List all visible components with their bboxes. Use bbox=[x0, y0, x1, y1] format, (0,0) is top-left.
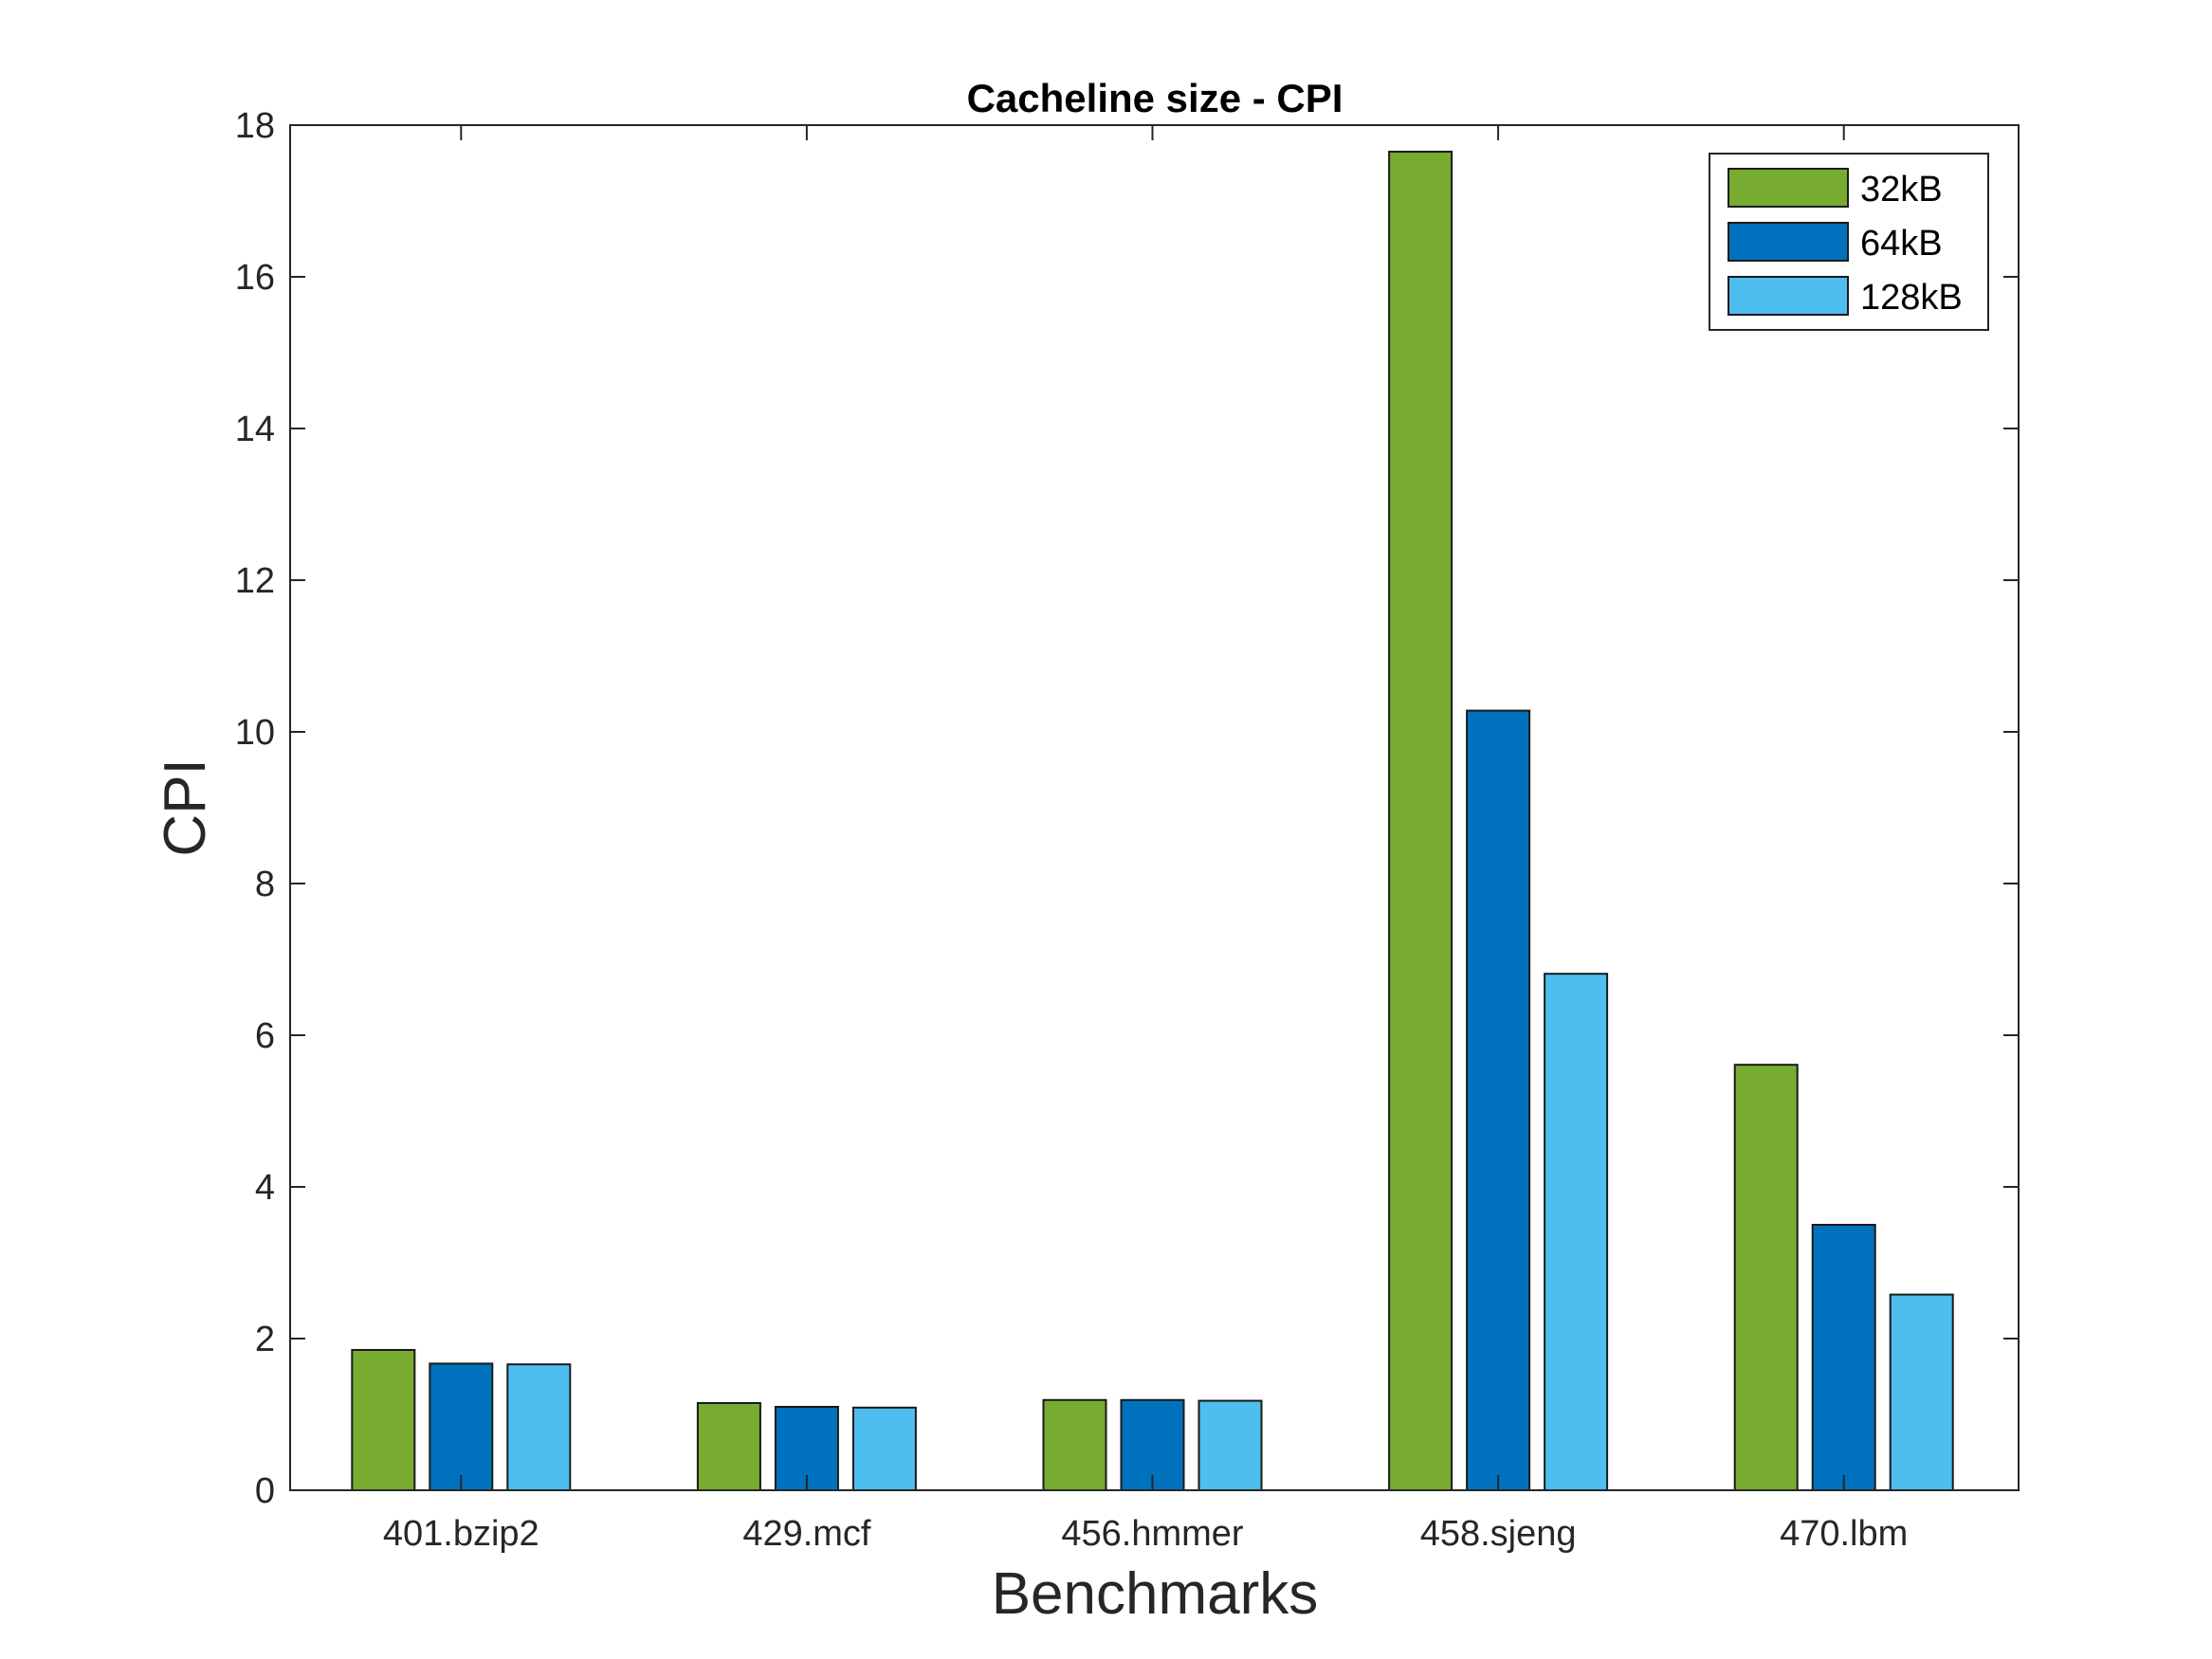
chart-title: Cacheline size - CPI bbox=[967, 76, 1344, 120]
plot-area-frame bbox=[289, 124, 2020, 1491]
x-tick-label: 470.lbm bbox=[1780, 1514, 1908, 1554]
legend: 32kB 64kB 128kB bbox=[1709, 153, 1989, 331]
y-tick-label: 14 bbox=[235, 410, 275, 449]
x-tick-label: 458.sjeng bbox=[1420, 1514, 1577, 1554]
x-axis-label: Benchmarks bbox=[992, 1561, 1319, 1627]
y-axis-label: CPI bbox=[153, 758, 218, 856]
x-axis-ticks: 401.bzip2 429.mcf 456.hmmer 458.sjeng 470.lb… bbox=[383, 125, 1908, 1554]
y-tick-label: 10 bbox=[235, 713, 275, 753]
legend-swatch-64kB bbox=[1728, 222, 1849, 262]
y-tick-label: 2 bbox=[255, 1320, 275, 1359]
y-tick-label: 8 bbox=[255, 865, 275, 904]
y-tick-label: 16 bbox=[235, 258, 275, 298]
y-axis-ticks: 0 2 4 6 8 10 12 14 16 18 bbox=[235, 106, 2019, 1511]
bar-32kB-401.bzip2 bbox=[351, 1349, 416, 1491]
bar-64kB-470.lbm bbox=[1811, 1224, 1876, 1491]
bar-64kB-458.sjeng bbox=[1466, 709, 1531, 1491]
x-tick-label: 429.mcf bbox=[742, 1514, 871, 1554]
y-tick-label: 0 bbox=[255, 1471, 275, 1511]
y-tick-label: 12 bbox=[235, 561, 275, 601]
bars-group bbox=[351, 151, 1954, 1492]
bar-128kB-458.sjeng bbox=[1544, 973, 1609, 1491]
legend-label-32kB: 32kB bbox=[1860, 170, 1943, 210]
bar-64kB-401.bzip2 bbox=[429, 1362, 494, 1492]
bar-32kB-470.lbm bbox=[1733, 1064, 1799, 1491]
bar-128kB-456.hmmer bbox=[1197, 1399, 1263, 1491]
legend-label-128kB: 128kB bbox=[1860, 278, 1963, 318]
legend-swatch-32kB bbox=[1728, 168, 1849, 208]
bar-32kB-456.hmmer bbox=[1042, 1398, 1107, 1492]
y-tick-label: 4 bbox=[255, 1168, 275, 1208]
x-tick-label: 456.hmmer bbox=[1061, 1514, 1244, 1554]
y-tick-label: 18 bbox=[235, 106, 275, 146]
bar-128kB-470.lbm bbox=[1889, 1293, 1954, 1491]
bar-32kB-429.mcf bbox=[696, 1402, 761, 1491]
legend-label-64kB: 64kB bbox=[1860, 224, 1943, 264]
x-tick-label: 401.bzip2 bbox=[383, 1514, 539, 1554]
legend-swatch-128kB bbox=[1728, 276, 1849, 316]
bar-32kB-458.sjeng bbox=[1388, 151, 1453, 1491]
bar-128kB-429.mcf bbox=[851, 1406, 917, 1492]
bar-128kB-401.bzip2 bbox=[506, 1363, 572, 1491]
y-tick-label: 6 bbox=[255, 1016, 275, 1056]
